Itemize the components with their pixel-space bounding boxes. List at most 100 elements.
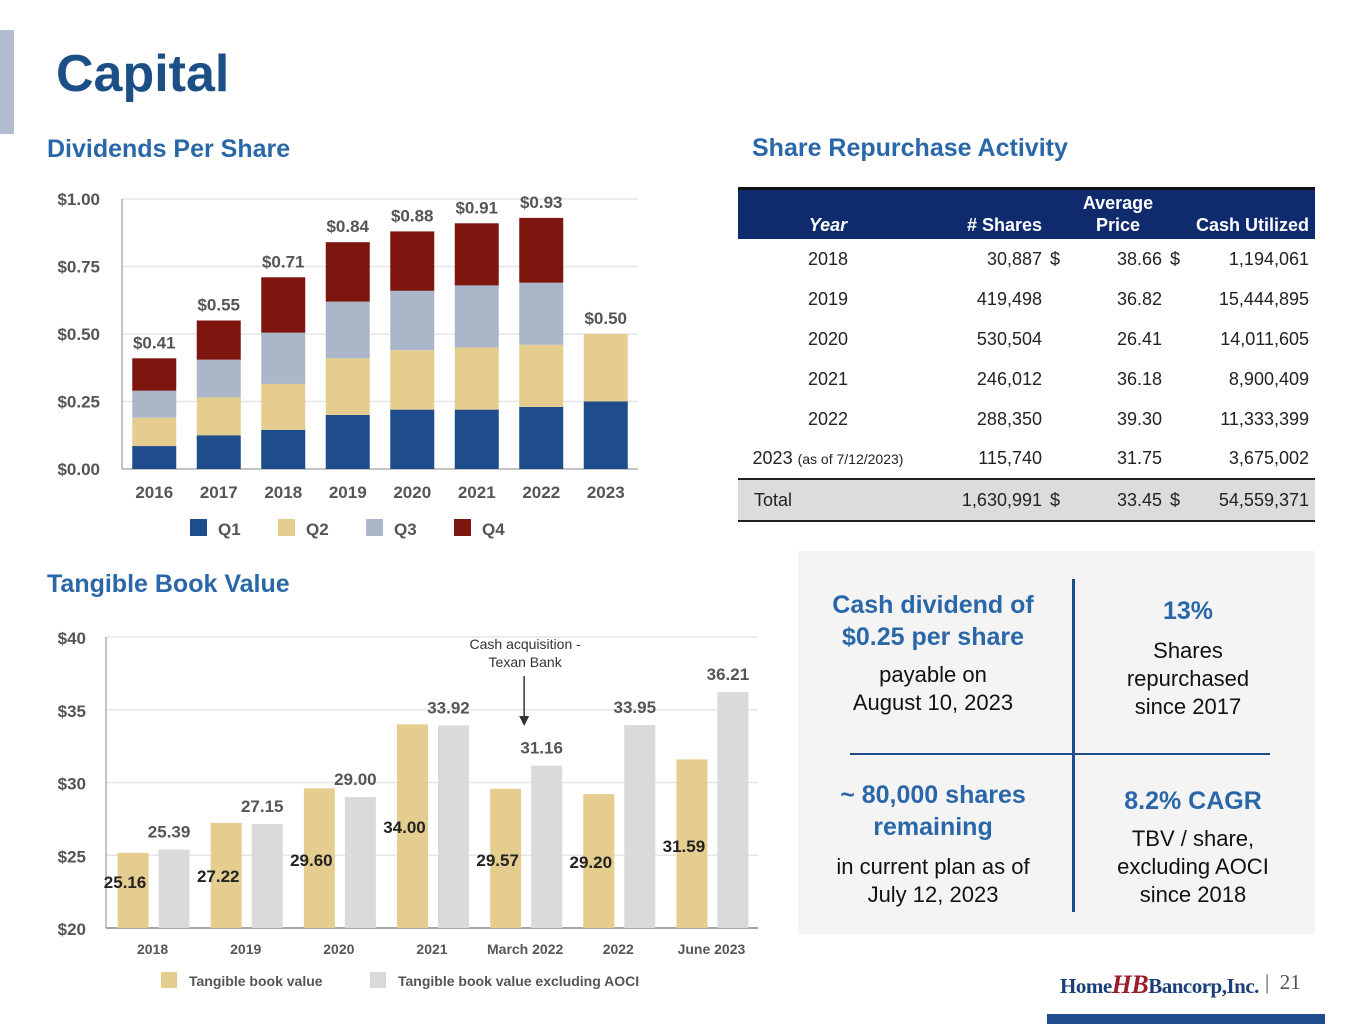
cell-year: 2020 [807,328,849,349]
cell-total-label: Total [738,478,918,522]
x-tick-label: 2017 [200,483,238,502]
dividend-highlight: Cash dividend of $0.25 per share payable… [832,591,1034,715]
title-accent-bar [0,30,14,134]
total-label: $0.93 [520,193,563,212]
legend-label: Tangible book value excluding AOCI [398,973,639,989]
legend-label: Q2 [306,520,329,539]
bar-segment-q2 [261,383,306,430]
bar-segment-q2 [196,397,241,436]
bar-segment-q3 [261,332,306,384]
tbv-value-label: 25.16 [104,873,147,892]
table-row: 2022 288,350 39.30 11,333,399 [738,399,1315,439]
x-tick-label: March 2022 [487,941,563,957]
cell-price: 36.82 [1116,288,1162,309]
x-tick-label: 2016 [135,483,173,502]
bar-segment-q3 [519,282,564,345]
x-tick-label: 2022 [522,483,560,502]
page-title: Capital [56,45,230,103]
y-tick-label: $20 [58,920,86,939]
bar-tbv-excluding-aoci [717,692,749,928]
home-bancorp-logo: HomeHBBancorp,Inc. [1060,970,1259,999]
cell-cash: 3,675,002 [1228,448,1309,468]
repurchase-section-title: Share Repurchase Activity [752,134,1068,162]
cell-year: 2023 (as of 7/12/2023) [752,448,904,468]
bar-segment-q2 [519,344,564,407]
bar-segment-q4 [196,320,241,360]
cell-year: 2019 [807,288,849,309]
dividends-section-title: Dividends Per Share [47,135,291,163]
cell-currency: $ [1170,248,1181,269]
bar-segment-q4 [132,358,177,391]
cell-currency [1168,439,1188,479]
bar-tbv-excluding-aoci [531,765,563,928]
tbv-cagr-highlight: 8.2% CAGR TBV / share, excluding AOCI si… [1117,787,1269,907]
bar-tangible-book-value [210,822,242,928]
tbv-ex-aoci-value-label: 33.92 [427,698,470,717]
bar-tangible-book-value [490,788,522,928]
tbv-value-label: 31.59 [663,837,706,856]
bar-segment-q3 [196,359,241,398]
x-tick-label: 2018 [137,941,168,957]
shares-remaining-highlight: ~ 80,000 shares remaining in current pla… [836,781,1030,907]
cell-shares: 30,887 [986,248,1042,269]
total-label: $0.91 [455,198,498,217]
bar-segment-q2 [390,350,435,410]
table-row: 2023 (as of 7/12/2023) 115,740 31.75 3,6… [738,439,1315,479]
tbv-ex-aoci-value-label: 36.21 [707,665,750,684]
share-repurchase-table: Year # Shares Average Price Cash Utilize… [738,187,1315,522]
cell-shares: 419,498 [976,288,1042,309]
page-number: | 21 [1265,970,1301,994]
y-tick-label: $35 [58,702,86,721]
y-tick-label: $0.50 [57,325,100,344]
cell-cash: 14,011,605 [1220,328,1309,349]
table-row: 2018 30,887 $ 38.66 $ 1,194,061 [738,239,1315,279]
bar-segment-q1 [261,429,306,469]
cell-cash: 15,444,895 [1218,288,1309,309]
dividends-per-share-chart: $0.00 $0.25 $0.50 $0.75 $1.00 $0.41 2016 $0.55 2… [57,190,638,539]
bar-segment-q4 [454,223,499,286]
bar-tbv-excluding-aoci [344,797,376,928]
tbv-value-label: 34.00 [383,818,426,837]
legend-swatch-q3 [366,519,383,536]
legend-swatch-q1 [190,519,207,536]
cell-year: 2021 [807,368,849,389]
bar-tbv-excluding-aoci [624,725,656,928]
cell-price: 36.18 [1116,368,1162,389]
table-header-row: Year # Shares Average Price Cash Utilize… [738,187,1315,239]
legend-swatch-tbv [161,972,177,988]
bar-segment-q4 [261,277,306,333]
tbv-section-title: Tangible Book Value [47,570,290,598]
y-tick-label: $0.00 [57,460,100,479]
cell-cash: 11,333,399 [1220,408,1309,429]
cell-currency: $ [1050,248,1061,269]
bar-segment-q1 [454,409,499,469]
table-row: 2019 419,498 36.82 15,444,895 [738,279,1315,319]
cell-price: 38.66 [1116,248,1162,269]
bar-tangible-book-value [117,852,149,928]
y-tick-label: $25 [58,847,86,866]
y-tick-label: $0.25 [57,393,100,412]
bar-tbv-excluding-aoci [158,849,190,928]
bar-segment-q1 [390,409,435,469]
cell-currency: $ [1168,478,1188,522]
cell-currency [1048,439,1068,479]
cell-currency [1168,319,1188,359]
cell-currency [1048,399,1068,439]
legend-swatch-tbv-ex-aoci [370,972,386,988]
cell-currency [1168,399,1188,439]
x-tick-label: 2020 [393,483,431,502]
y-tick-label: $0.75 [57,258,100,277]
tbv-ex-aoci-value-label: 27.15 [241,797,284,816]
tbv-value-label: 29.20 [570,853,613,872]
x-tick-label: 2018 [264,483,302,502]
cell-price: 33.45 [1068,478,1168,522]
header-shares: # Shares [918,187,1048,239]
bar-segment-q2 [325,358,370,415]
bar-segment-q4 [325,242,370,302]
total-label: $0.50 [584,309,627,328]
bar-segment-q4 [519,217,564,283]
bar-segment-q1 [132,446,177,469]
tbv-value-label: 29.60 [290,851,333,870]
total-label: $0.71 [262,252,305,271]
x-tick-label: 2022 [603,941,634,957]
